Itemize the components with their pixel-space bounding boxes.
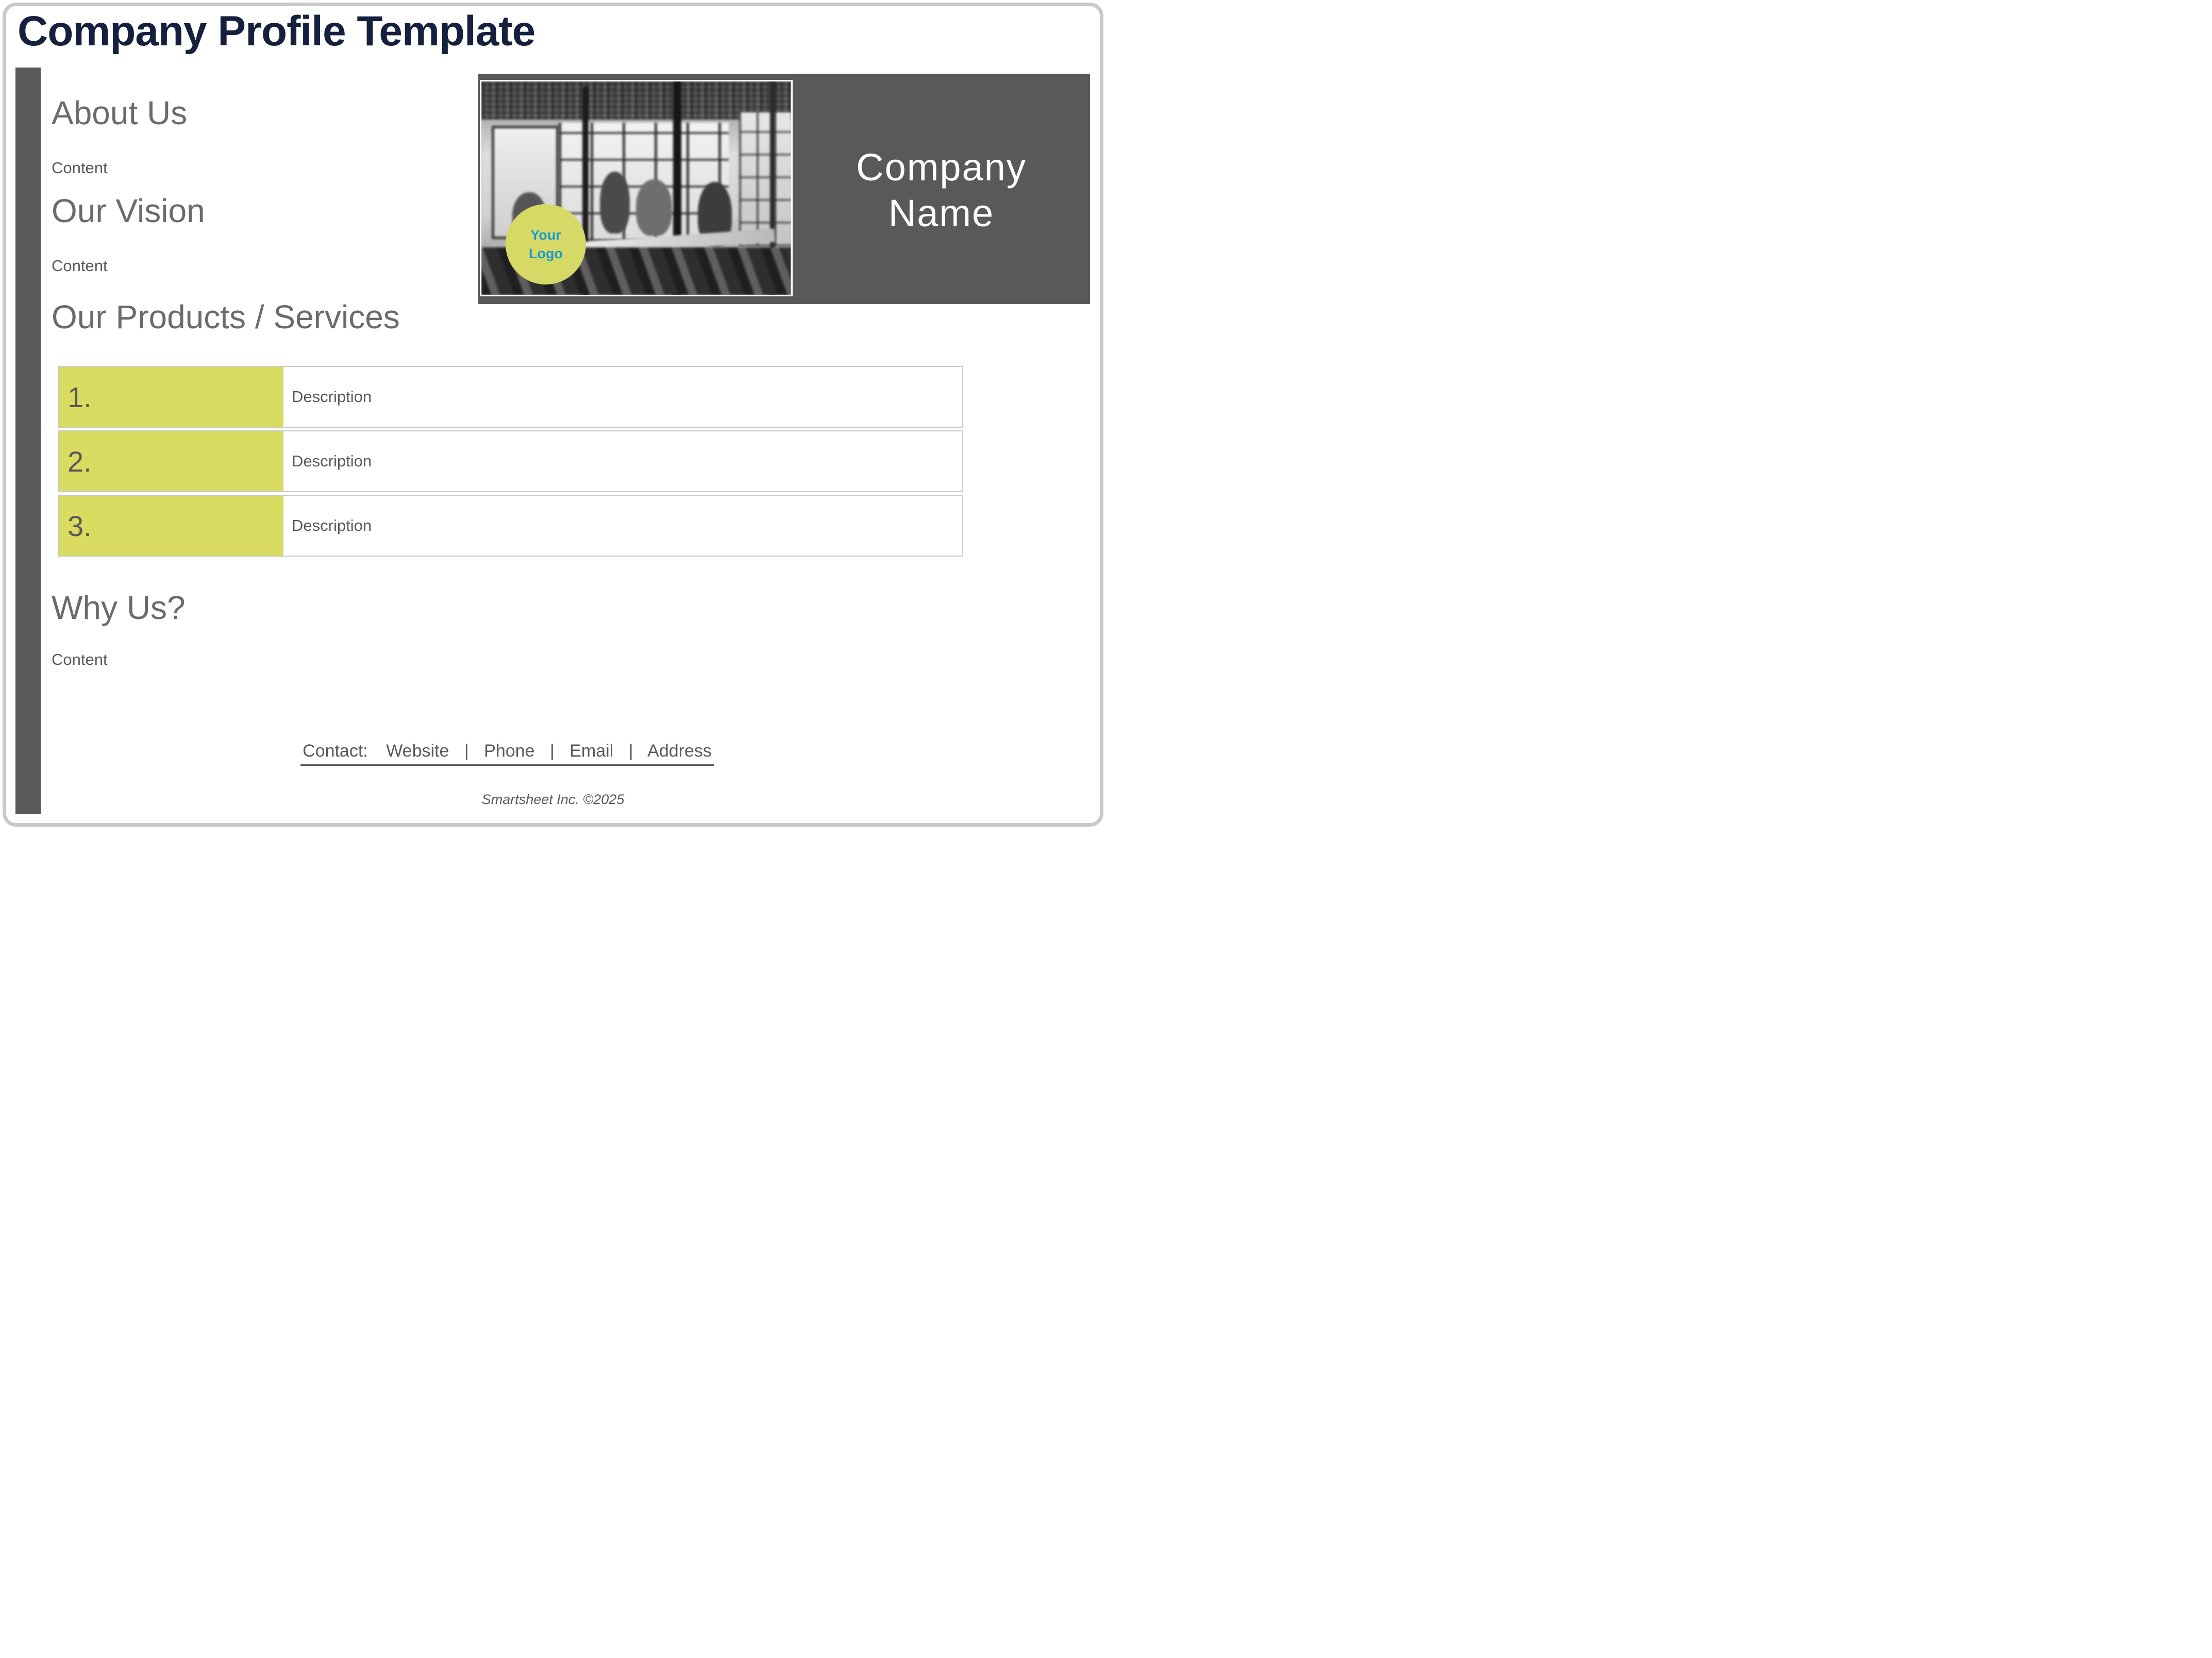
- footer-copyright: Smartsheet Inc. ©2025: [481, 792, 625, 807]
- contact-link-email[interactable]: Email: [569, 741, 614, 761]
- table-row: 3. Description: [58, 495, 963, 557]
- contact-label: Contact:: [303, 741, 368, 761]
- logo-placeholder[interactable]: Your Logo: [506, 204, 586, 284]
- row-description-cell: Description: [283, 431, 962, 491]
- company-name: Company Name: [793, 74, 1090, 304]
- row-number-cell: 2.: [59, 431, 283, 491]
- table-row: 2. Description: [58, 430, 963, 492]
- contact-link-address[interactable]: Address: [647, 741, 712, 761]
- contact-link-phone[interactable]: Phone: [484, 741, 535, 761]
- company-profile-page: Company Profile Template Your Logo Compa…: [0, 0, 1106, 829]
- left-accent-bar: [15, 68, 41, 814]
- heading-about-us: About Us: [52, 94, 188, 131]
- row-description-cell: Description: [283, 496, 962, 556]
- photo-person: [600, 172, 630, 233]
- photo-window-right: [739, 112, 791, 246]
- heading-our-vision: Our Vision: [52, 192, 205, 229]
- heading-why-us: Why Us?: [52, 589, 186, 626]
- heading-products-services: Our Products / Services: [52, 298, 400, 336]
- logo-text-line2: Logo: [529, 246, 563, 261]
- company-header: Your Logo Company Name: [478, 74, 1090, 304]
- about-us-content: Content: [52, 159, 108, 177]
- photo-person: [636, 179, 672, 236]
- contact-separator: |: [549, 741, 555, 761]
- contact-link-website[interactable]: Website: [386, 741, 449, 761]
- contact-row: Contact: Website | Phone | Email | Addre…: [52, 741, 963, 766]
- logo-text-line1: Your: [530, 227, 561, 243]
- row-number-cell: 3.: [59, 496, 283, 556]
- row-number-cell: 1.: [59, 367, 283, 427]
- office-photo: Your Logo: [480, 80, 793, 296]
- page-title: Company Profile Template: [18, 8, 535, 55]
- table-row: 1. Description: [58, 366, 963, 428]
- contact-separator: |: [464, 741, 469, 761]
- photo-frame-bar: [770, 81, 775, 295]
- contact-separator: |: [628, 741, 633, 761]
- row-description-cell: Description: [283, 367, 962, 427]
- products-services-table: 1. Description 2. Description 3. Descrip…: [58, 366, 963, 559]
- our-vision-content: Content: [52, 257, 108, 275]
- company-name-text: Company Name: [856, 145, 1027, 235]
- why-us-content: Content: [52, 650, 108, 668]
- contact-links: Contact: Website | Phone | Email | Addre…: [300, 741, 714, 766]
